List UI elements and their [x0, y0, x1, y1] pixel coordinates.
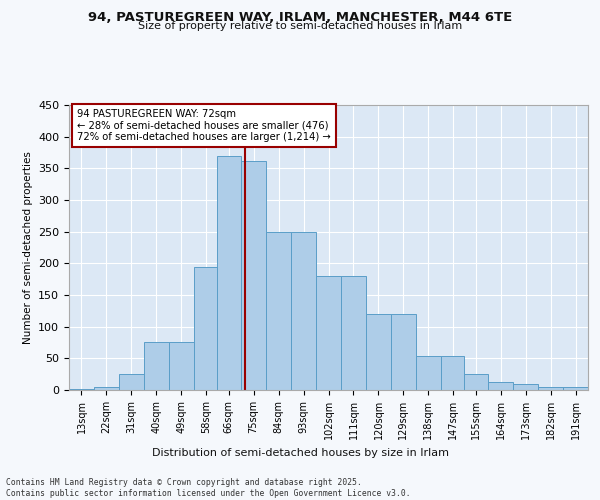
Bar: [119, 374, 144, 390]
Bar: [563, 388, 588, 390]
Bar: [194, 266, 217, 390]
Bar: [241, 160, 266, 390]
Text: Size of property relative to semi-detached houses in Irlam: Size of property relative to semi-detach…: [138, 21, 462, 31]
Bar: [341, 276, 366, 390]
Bar: [169, 342, 194, 390]
Bar: [69, 388, 94, 390]
Bar: [464, 374, 488, 390]
Bar: [416, 356, 441, 390]
Bar: [316, 276, 341, 390]
Text: Distribution of semi-detached houses by size in Irlam: Distribution of semi-detached houses by …: [151, 448, 449, 458]
Bar: [266, 232, 291, 390]
Bar: [94, 387, 119, 390]
Y-axis label: Number of semi-detached properties: Number of semi-detached properties: [23, 151, 32, 344]
Bar: [391, 314, 416, 390]
Bar: [366, 314, 391, 390]
Bar: [144, 342, 169, 390]
Text: 94 PASTUREGREEN WAY: 72sqm
← 28% of semi-detached houses are smaller (476)
72% o: 94 PASTUREGREEN WAY: 72sqm ← 28% of semi…: [77, 110, 331, 142]
Bar: [217, 156, 241, 390]
Bar: [538, 387, 563, 390]
Bar: [441, 356, 464, 390]
Bar: [291, 232, 316, 390]
Text: 94, PASTUREGREEN WAY, IRLAM, MANCHESTER, M44 6TE: 94, PASTUREGREEN WAY, IRLAM, MANCHESTER,…: [88, 11, 512, 24]
Bar: [513, 384, 538, 390]
Bar: [488, 382, 513, 390]
Text: Contains HM Land Registry data © Crown copyright and database right 2025.
Contai: Contains HM Land Registry data © Crown c…: [6, 478, 410, 498]
